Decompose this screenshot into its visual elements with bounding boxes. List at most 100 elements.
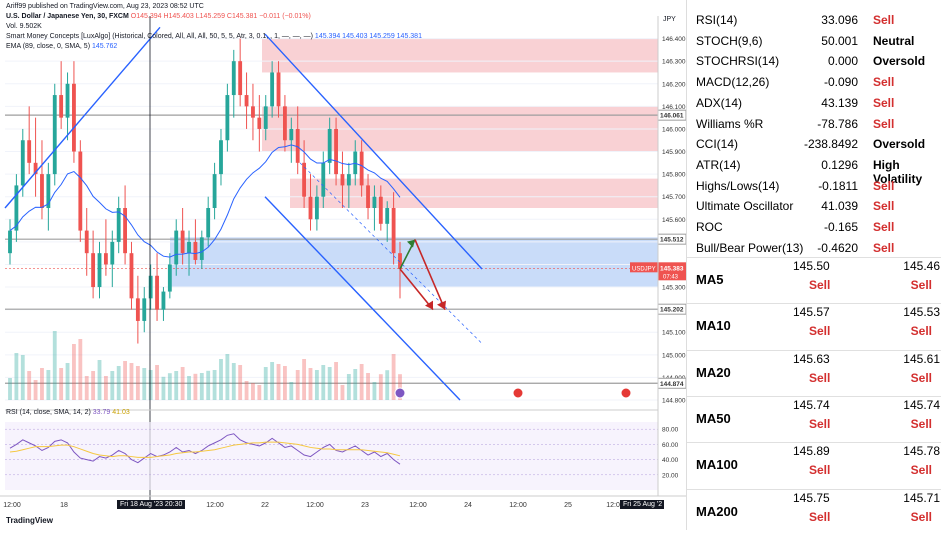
rsi-header: RSI (14, close, SMA, 14, 2) 33.79 41.03 <box>6 409 130 416</box>
candle-body <box>78 151 83 231</box>
price-tick-label: 145.700 <box>662 194 686 201</box>
volume-bar <box>103 376 108 400</box>
candle-body <box>148 275 153 299</box>
x-tick-label: 12:00 <box>606 502 624 509</box>
ma-simple-action: Sell <box>809 463 831 478</box>
volume-bar <box>84 376 89 400</box>
indicator-action: Sell <box>873 75 895 90</box>
candle-body <box>65 83 70 118</box>
volume-bar <box>59 368 64 400</box>
indicator-row: Ultimate Oscillator 41.039 Sell <box>687 196 941 216</box>
ma-exp-value: 145.61 <box>903 351 940 366</box>
x-tick-label: 12:00 <box>409 502 427 509</box>
candle-body <box>40 174 44 208</box>
indicator-action: Sell <box>873 116 895 131</box>
price-chart[interactable]: 146.400 146.300 146.200 146.100 146.000 145.9… <box>0 0 686 530</box>
chart-panel[interactable]: 146.400 146.300 146.200 146.100 146.000 145.9… <box>0 0 686 530</box>
candle-body <box>142 298 147 321</box>
ma-simple-action: Sell <box>809 416 831 431</box>
volume-bar <box>97 360 102 400</box>
indicator-name: Williams %R <box>696 116 764 131</box>
candle-body <box>225 95 230 141</box>
ma-exp-action: Sell <box>910 416 932 431</box>
ma-simple-action: Sell <box>809 509 831 524</box>
volume-bar <box>27 371 32 400</box>
x-tick-label: 18 <box>60 502 68 509</box>
candle-body <box>308 196 313 220</box>
volume-bar <box>180 367 185 400</box>
countdown-label: 07:43 <box>663 274 679 280</box>
ma-exp-value: 145.74 <box>903 397 940 412</box>
candle-body <box>193 241 198 260</box>
volume-bar <box>46 370 51 400</box>
candle-body <box>244 95 249 107</box>
indicator-row: ADX(14) 43.139 Sell <box>687 93 941 113</box>
indicator-name: STOCHRSI(14) <box>696 54 780 69</box>
candle-body <box>187 241 191 254</box>
ma-simple-value: 145.89 <box>793 444 830 459</box>
event-icon <box>394 387 406 399</box>
x-tick-label: 22 <box>261 502 269 509</box>
volume-bar <box>52 331 57 400</box>
volume-bar <box>314 370 319 400</box>
indicator-name: Bull/Bear Power(13) <box>696 240 804 255</box>
indicator-value: -0.165 <box>823 220 858 234</box>
indicator-action: Sell <box>873 199 895 214</box>
smc-label: Smart Money Concepts [LuxAlgo] (Historic… <box>6 33 313 40</box>
red-arrow <box>414 239 446 310</box>
price-tick-label: 144.800 <box>662 398 686 405</box>
candle-body <box>238 61 243 96</box>
candle-body <box>46 174 51 208</box>
volume-bar <box>14 353 19 400</box>
volume-bar <box>65 363 70 400</box>
red-arrow <box>399 268 434 311</box>
supply-zone <box>290 178 658 208</box>
indicator-value: -238.8492 <box>803 137 858 152</box>
rsi-sma-value: 41.03 <box>112 409 130 416</box>
candle-body <box>257 117 262 129</box>
candle-body <box>135 298 140 321</box>
volume-bar <box>206 370 211 400</box>
volume-bar <box>334 362 338 400</box>
indicator-action: Oversold <box>873 137 926 152</box>
ma-exp-action: Sell <box>910 509 932 524</box>
indicator-row: CCI(14) -238.8492 Oversold <box>687 134 941 154</box>
candle-body <box>20 140 25 186</box>
level-tag-label: 145.202 <box>660 307 684 314</box>
red-arrowhead <box>425 300 433 310</box>
candle-body <box>174 230 179 265</box>
indicator-row: Bull/Bear Power(13) -0.4620 Sell <box>687 238 941 258</box>
candle-body <box>378 196 383 224</box>
indicator-row: RSI(14) 33.096 Sell <box>687 10 941 30</box>
candle-body <box>385 208 390 224</box>
rsi-label: RSI (14, close, SMA, 14, 2) <box>6 409 91 416</box>
rsi-tick-label: 80.00 <box>662 427 679 434</box>
volume-bar <box>321 365 326 400</box>
smc-values: 145.394 145.403 145.259 145.381 <box>314 33 422 40</box>
price-tick-label: 146.200 <box>662 81 686 88</box>
candle-body <box>103 253 108 265</box>
ma-exp-value: 145.53 <box>903 305 940 320</box>
candle-body <box>314 196 319 220</box>
candle-body <box>251 106 255 118</box>
candle-body <box>270 72 275 107</box>
candle-body <box>359 151 364 186</box>
channel-lower-line <box>264 196 461 401</box>
volume-bar <box>219 359 223 400</box>
ma-simple-value: 145.50 <box>793 259 830 273</box>
ma-name: MA200 <box>696 503 738 519</box>
volume-bar <box>276 364 281 400</box>
candle-body <box>219 140 223 175</box>
volume-bar <box>295 370 300 400</box>
price-tick-label: 145.300 <box>662 285 686 292</box>
indicator-value: 0.000 <box>827 54 858 69</box>
indicator-name: STOCH(9,6) <box>696 33 763 48</box>
volume-bar <box>8 378 12 400</box>
candle-body <box>295 128 300 163</box>
indicator-name: Ultimate Oscillator <box>696 199 794 214</box>
level-tag-label: 145.512 <box>660 237 684 244</box>
ma-simple-action: Sell <box>809 324 831 339</box>
volume-bar <box>199 373 204 400</box>
rsi-tick-label: 20.00 <box>662 472 679 479</box>
ma-exp-value: 145.46 <box>903 259 940 273</box>
